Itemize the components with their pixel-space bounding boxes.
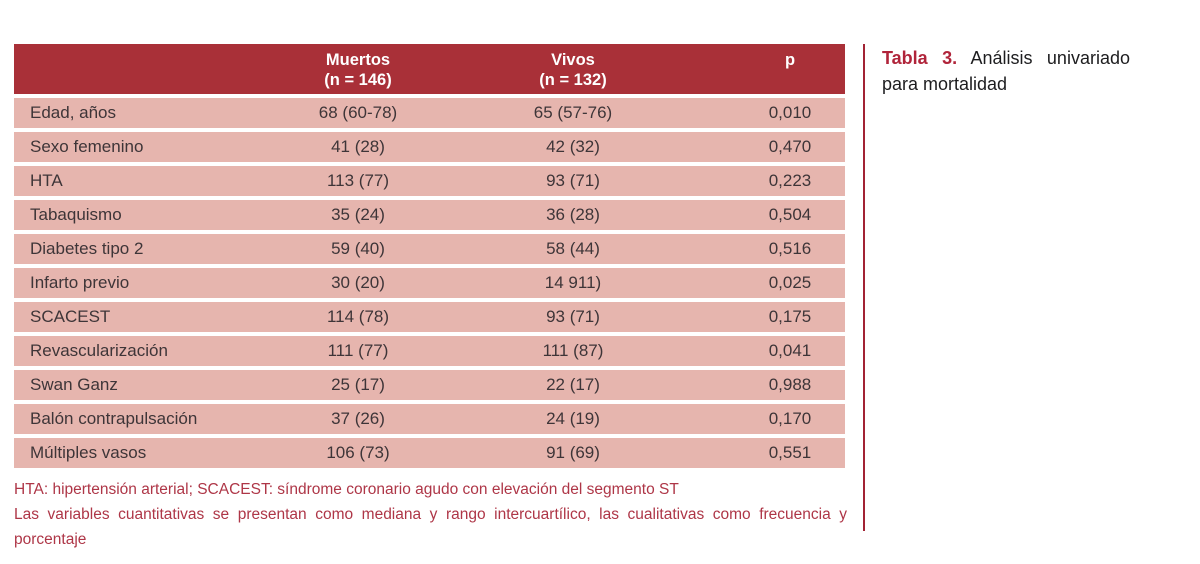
row-label: HTA bbox=[30, 171, 63, 190]
muertos-value: 114 (78) bbox=[326, 307, 390, 326]
header-muertos: Muertos (n = 146) bbox=[250, 44, 466, 94]
vivos-value: 91 (69) bbox=[546, 443, 600, 462]
vivos-value: 22 (17) bbox=[546, 375, 600, 394]
p-value: 0,551 bbox=[768, 443, 812, 462]
row-label: Balón contrapulsación bbox=[30, 409, 198, 428]
univariate-mortality-table: Muertos (n = 146) Vivos (n = 132) p Edad… bbox=[14, 44, 845, 468]
header-vivos: Vivos (n = 132) bbox=[466, 44, 680, 94]
vivos-value: 14 911) bbox=[544, 273, 602, 292]
muertos-value: 111 (77) bbox=[327, 341, 389, 360]
table-row: Diabetes tipo 2 59 (40) 58 (44) 0,516 bbox=[14, 234, 845, 264]
table-row: Tabaquismo 35 (24) 36 (28) 0,504 bbox=[14, 200, 845, 230]
table-footnotes: HTA: hipertensión arterial; SCACEST: sín… bbox=[14, 477, 847, 552]
vivos-value: 93 (71) bbox=[546, 171, 600, 190]
table-row: Múltiples vasos 106 (73) 91 (69) 0,551 bbox=[14, 438, 845, 468]
table-row: SCACEST 114 (78) 93 (71) 0,175 bbox=[14, 302, 845, 332]
table-row: Sexo femenino 41 (28) 42 (32) 0,470 bbox=[14, 132, 845, 162]
muertos-value: 59 (40) bbox=[331, 239, 385, 258]
header-vivos-title: Vivos bbox=[551, 51, 595, 69]
table-row: HTA 113 (77) 93 (71) 0,223 bbox=[14, 166, 845, 196]
table-body: Edad, años 68 (60-78) 65 (57-76) 0,010 Sexo … bbox=[14, 98, 845, 468]
row-label: Sexo femenino bbox=[30, 137, 144, 156]
caption-text: Análisis univariado para mortalidad bbox=[882, 48, 1130, 94]
table-row: Revascularización 111 (77) 111 (87) 0,041 bbox=[14, 336, 845, 366]
row-label: Múltiples vasos bbox=[30, 443, 147, 462]
caption-divider-line bbox=[863, 44, 865, 531]
row-label: Tabaquismo bbox=[30, 205, 122, 224]
row-label: Infarto previo bbox=[30, 273, 130, 292]
row-label: Revascularización bbox=[30, 341, 168, 360]
p-value: 0,504 bbox=[768, 205, 812, 224]
p-value: 0,010 bbox=[768, 103, 812, 122]
table-row: Swan Ganz 25 (17) 22 (17) 0,988 bbox=[14, 370, 845, 400]
vivos-value: 65 (57-76) bbox=[533, 103, 613, 122]
caption-label: Tabla 3. bbox=[882, 48, 958, 68]
vivos-value: 93 (71) bbox=[546, 307, 600, 326]
vivos-value: 36 (28) bbox=[546, 205, 600, 224]
header-muertos-title: Muertos bbox=[325, 51, 391, 69]
table-caption: Tabla 3. Análisis univariado para mortal… bbox=[882, 45, 1130, 97]
table-row: Edad, años 68 (60-78) 65 (57-76) 0,010 bbox=[14, 98, 845, 128]
footnote-abbreviations: HTA: hipertensión arterial; SCACEST: sín… bbox=[14, 481, 679, 498]
vivos-value: 58 (44) bbox=[546, 239, 600, 258]
p-value: 0,175 bbox=[768, 307, 812, 326]
p-value: 0,170 bbox=[768, 409, 812, 428]
header-p-label: p bbox=[784, 51, 796, 69]
muertos-value: 113 (77) bbox=[326, 171, 390, 190]
row-label: Diabetes tipo 2 bbox=[30, 239, 144, 258]
muertos-value: 106 (73) bbox=[326, 443, 390, 462]
muertos-value: 35 (24) bbox=[331, 205, 385, 224]
row-label: Swan Ganz bbox=[30, 375, 118, 394]
header-muertos-n: (n = 146) bbox=[324, 71, 392, 89]
header-variable bbox=[14, 44, 250, 94]
muertos-value: 30 (20) bbox=[331, 273, 385, 292]
vivos-value: 24 (19) bbox=[546, 409, 600, 428]
p-value: 0,516 bbox=[768, 239, 812, 258]
vivos-value: 42 (32) bbox=[546, 137, 600, 156]
p-value: 0,041 bbox=[768, 341, 812, 360]
p-value: 0,470 bbox=[768, 137, 812, 156]
header-p: p bbox=[680, 44, 845, 94]
header-vivos-n: (n = 132) bbox=[539, 71, 607, 89]
table-header-row: Muertos (n = 146) Vivos (n = 132) p bbox=[14, 44, 845, 94]
footnote-methods: Las variables cuantitativas se presentan… bbox=[14, 506, 847, 548]
p-value: 0,223 bbox=[768, 171, 812, 190]
table-row: Infarto previo 30 (20) 14 911) 0,025 bbox=[14, 268, 845, 298]
table-row: Balón contrapulsación 37 (26) 24 (19) 0,170 bbox=[14, 404, 845, 434]
row-label: Edad, años bbox=[30, 103, 117, 122]
p-value: 0,988 bbox=[768, 375, 812, 394]
p-value: 0,025 bbox=[768, 273, 812, 292]
muertos-value: 37 (26) bbox=[331, 409, 385, 428]
muertos-value: 25 (17) bbox=[331, 375, 385, 394]
row-label: SCACEST bbox=[30, 307, 111, 326]
muertos-value: 41 (28) bbox=[331, 137, 385, 156]
muertos-value: 68 (60-78) bbox=[318, 103, 398, 122]
vivos-value: 111 (87) bbox=[542, 341, 604, 360]
